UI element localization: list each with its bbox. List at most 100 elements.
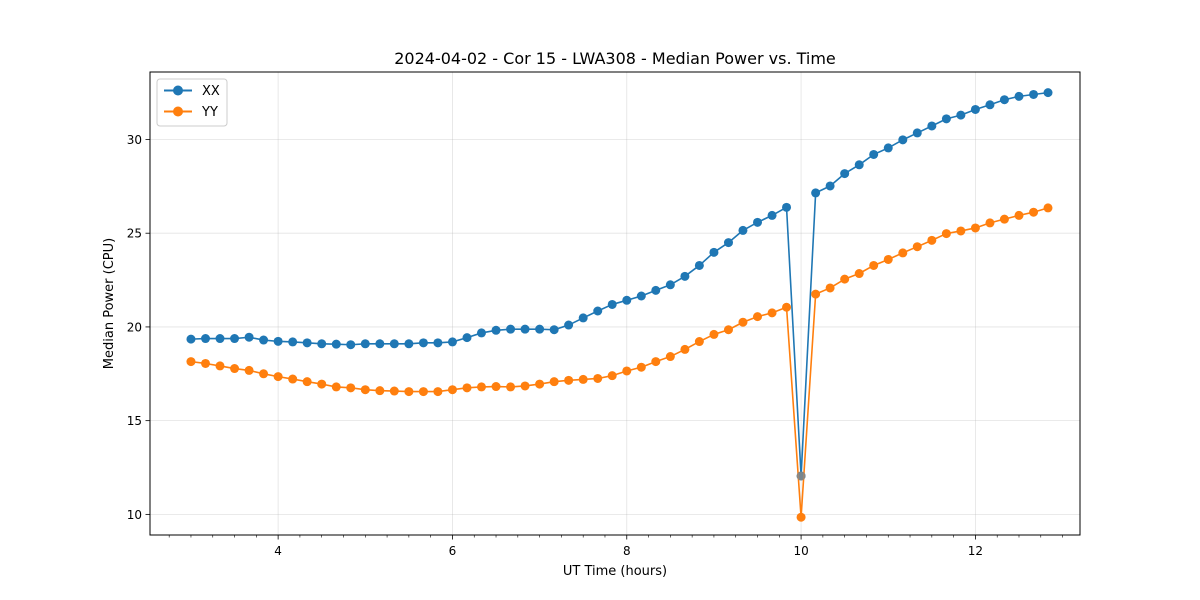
data-point-yy (404, 387, 414, 397)
series-group (186, 88, 1053, 522)
legend-label-yy: YY (201, 105, 218, 120)
chart-title: 2024-04-02 - Cor 15 - LWA308 - Median Po… (394, 49, 836, 68)
data-point-xx (999, 95, 1009, 105)
data-point-yy (520, 381, 530, 391)
data-point-xx (1029, 89, 1039, 99)
data-point-yy (985, 218, 995, 228)
legend-label-xx: XX (202, 84, 220, 99)
data-point-yy (230, 364, 240, 374)
y-axis-label: Median Power (CPU) (102, 238, 117, 369)
data-point-xx (447, 337, 457, 347)
data-point-xx (607, 299, 617, 309)
y-tick-label: 20 (127, 320, 142, 334)
data-point-xx (346, 340, 356, 350)
data-point-xx (883, 143, 893, 153)
y-tick-label: 15 (127, 414, 142, 428)
data-point-xx (462, 333, 472, 343)
data-point-yy (636, 362, 646, 372)
data-point-xx (433, 338, 443, 348)
data-point-xx (956, 110, 966, 120)
data-point-xx (404, 339, 414, 349)
data-point-yy (680, 344, 690, 354)
data-point-yy (1029, 207, 1039, 217)
y-tick-label: 30 (127, 133, 142, 147)
data-point-yy (796, 512, 806, 522)
data-point-xx (520, 324, 530, 334)
data-point-yy (840, 274, 850, 284)
data-point-yy (375, 386, 385, 396)
data-point-xx (927, 121, 937, 131)
x-tick-label: 8 (623, 544, 631, 558)
data-point-yy (607, 371, 617, 381)
data-point-xx (288, 337, 298, 347)
x-tick-label: 6 (449, 544, 457, 558)
data-point-xx (564, 320, 574, 330)
data-point-xx (825, 181, 835, 191)
x-tick-label: 10 (793, 544, 808, 558)
data-point-yy (302, 377, 312, 387)
data-point-yy (433, 387, 443, 397)
data-point-yy (578, 374, 588, 384)
data-point-yy (273, 372, 283, 382)
data-point-yy (447, 385, 457, 395)
data-point-yy (782, 302, 792, 312)
legend-marker-yy (173, 106, 183, 117)
data-point-yy (767, 308, 777, 318)
data-point-yy (215, 361, 225, 371)
y-tick-label: 25 (127, 227, 142, 241)
data-point-xx (840, 169, 850, 179)
data-point-yy (709, 329, 719, 339)
data-point-xx (811, 188, 821, 198)
data-point-xx (418, 338, 428, 348)
data-point-yy (186, 357, 196, 367)
data-point-yy (418, 387, 428, 397)
data-point-xx (753, 217, 763, 227)
data-point-yy (360, 385, 370, 395)
data-point-overlap (796, 471, 806, 481)
data-point-yy (491, 382, 501, 392)
data-point-xx (985, 100, 995, 110)
data-point-xx (360, 339, 370, 349)
data-point-xx (593, 306, 603, 316)
data-point-yy (738, 317, 748, 327)
data-point-xx (186, 334, 196, 344)
data-point-yy (389, 386, 399, 396)
data-point-xx (912, 128, 922, 138)
data-point-yy (1014, 210, 1024, 220)
data-point-yy (476, 382, 486, 392)
data-point-xx (1043, 88, 1053, 98)
data-point-xx (476, 328, 486, 338)
data-point-yy (288, 374, 298, 384)
data-point-yy (651, 357, 661, 367)
data-point-yy (535, 379, 545, 389)
data-point-yy (883, 254, 893, 264)
data-point-yy (970, 223, 980, 233)
data-point-xx (302, 338, 312, 348)
data-point-yy (346, 383, 356, 393)
data-point-yy (506, 382, 516, 392)
data-point-yy (244, 365, 254, 375)
data-point-xx (665, 280, 675, 290)
data-point-xx (215, 334, 225, 344)
legend-marker-xx (173, 85, 183, 96)
data-point-yy (331, 382, 341, 392)
y-tick-label: 10 (127, 508, 142, 522)
data-point-yy (259, 369, 269, 379)
data-point-xx (709, 247, 719, 257)
data-point-xx (854, 160, 864, 170)
plot-area-frame (149, 71, 1081, 536)
data-point-xx (317, 339, 327, 349)
x-tick-label: 4 (274, 544, 282, 558)
data-point-yy (201, 358, 211, 368)
data-point-yy (854, 269, 864, 279)
data-point-yy (999, 214, 1009, 224)
data-point-xx (1014, 91, 1024, 101)
data-point-xx (622, 295, 632, 305)
data-point-xx (767, 210, 777, 220)
data-point-xx (201, 334, 211, 344)
series-yy (186, 203, 1053, 522)
data-point-yy (593, 373, 603, 383)
x-tick-label: 12 (968, 544, 983, 558)
data-point-xx (244, 332, 254, 342)
